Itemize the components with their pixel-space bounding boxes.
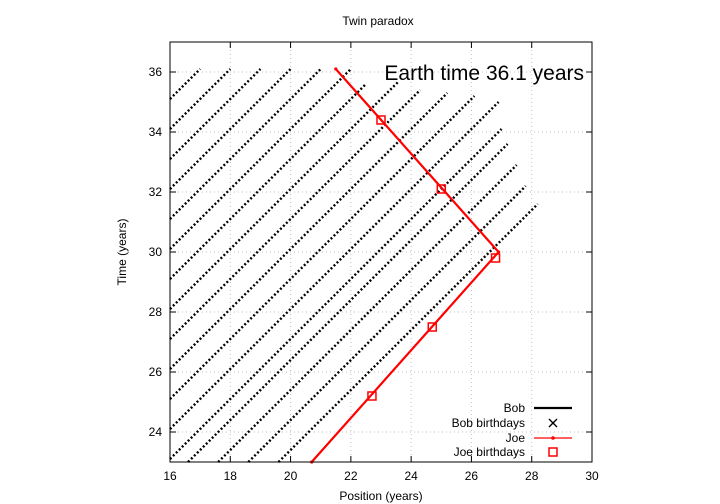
bob-worldline xyxy=(169,89,422,340)
bob-worldline xyxy=(169,101,500,430)
legend-label: Joe xyxy=(506,431,526,445)
joe-birthday-marker xyxy=(376,115,386,125)
bob-worldline xyxy=(169,68,201,100)
bob-worldline xyxy=(169,68,322,220)
legend-label: Bob birthdays xyxy=(452,416,525,430)
x-tick-label: 22 xyxy=(344,469,358,483)
bob-worldline xyxy=(169,80,400,310)
legend-label: Joe birthdays xyxy=(454,445,525,459)
bob-worldline xyxy=(217,164,518,463)
legend-x-marker xyxy=(548,418,558,428)
joe-birthday-marker xyxy=(427,322,437,332)
y-tick-label: 36 xyxy=(149,65,163,79)
x-tick-label: 16 xyxy=(163,469,177,483)
axis-ticks: 16 18 20 22 24 26 28 30 24 26 28 30 32 34 36 xyxy=(149,42,599,483)
x-axis-label: Position (years) xyxy=(339,489,422,503)
y-axis-label: Time (years) xyxy=(115,219,129,286)
x-tick-label: 18 xyxy=(224,469,238,483)
earth-time-annotation: Earth time 36.1 years xyxy=(384,62,584,85)
x-tick-label: 20 xyxy=(284,469,298,483)
y-tick-label: 26 xyxy=(149,365,163,379)
legend-label: Bob xyxy=(504,401,526,415)
bob-worldline xyxy=(169,95,476,400)
joe-worldline xyxy=(310,67,501,464)
y-tick-label: 24 xyxy=(149,425,163,439)
x-tick-label: 24 xyxy=(404,469,418,483)
plot-frame xyxy=(169,41,593,463)
bob-worldline xyxy=(169,68,352,250)
chart-title: Twin paradox xyxy=(342,14,413,28)
joe-birthday-marker xyxy=(490,253,501,263)
bob-worldline xyxy=(187,143,509,463)
x-tick-label: 28 xyxy=(525,469,539,483)
joe-birthday-marker xyxy=(367,391,377,401)
bob-worldline xyxy=(169,68,232,130)
x-tick-label: 26 xyxy=(465,469,479,483)
legend-square-marker xyxy=(548,447,558,457)
joe-birthday-marker xyxy=(436,184,447,194)
y-tick-label: 30 xyxy=(149,245,163,259)
legend-joe-dot xyxy=(551,436,555,440)
joe-point xyxy=(334,67,338,71)
bob-worldlines xyxy=(169,68,539,463)
joe-point xyxy=(496,250,501,254)
y-tick-label: 32 xyxy=(149,185,163,199)
y-tick-label: 34 xyxy=(149,125,163,139)
x-tick-label: 30 xyxy=(585,469,599,483)
bob-worldline xyxy=(169,68,292,190)
y-tick-label: 28 xyxy=(149,305,163,319)
bob-worldline xyxy=(169,68,262,160)
